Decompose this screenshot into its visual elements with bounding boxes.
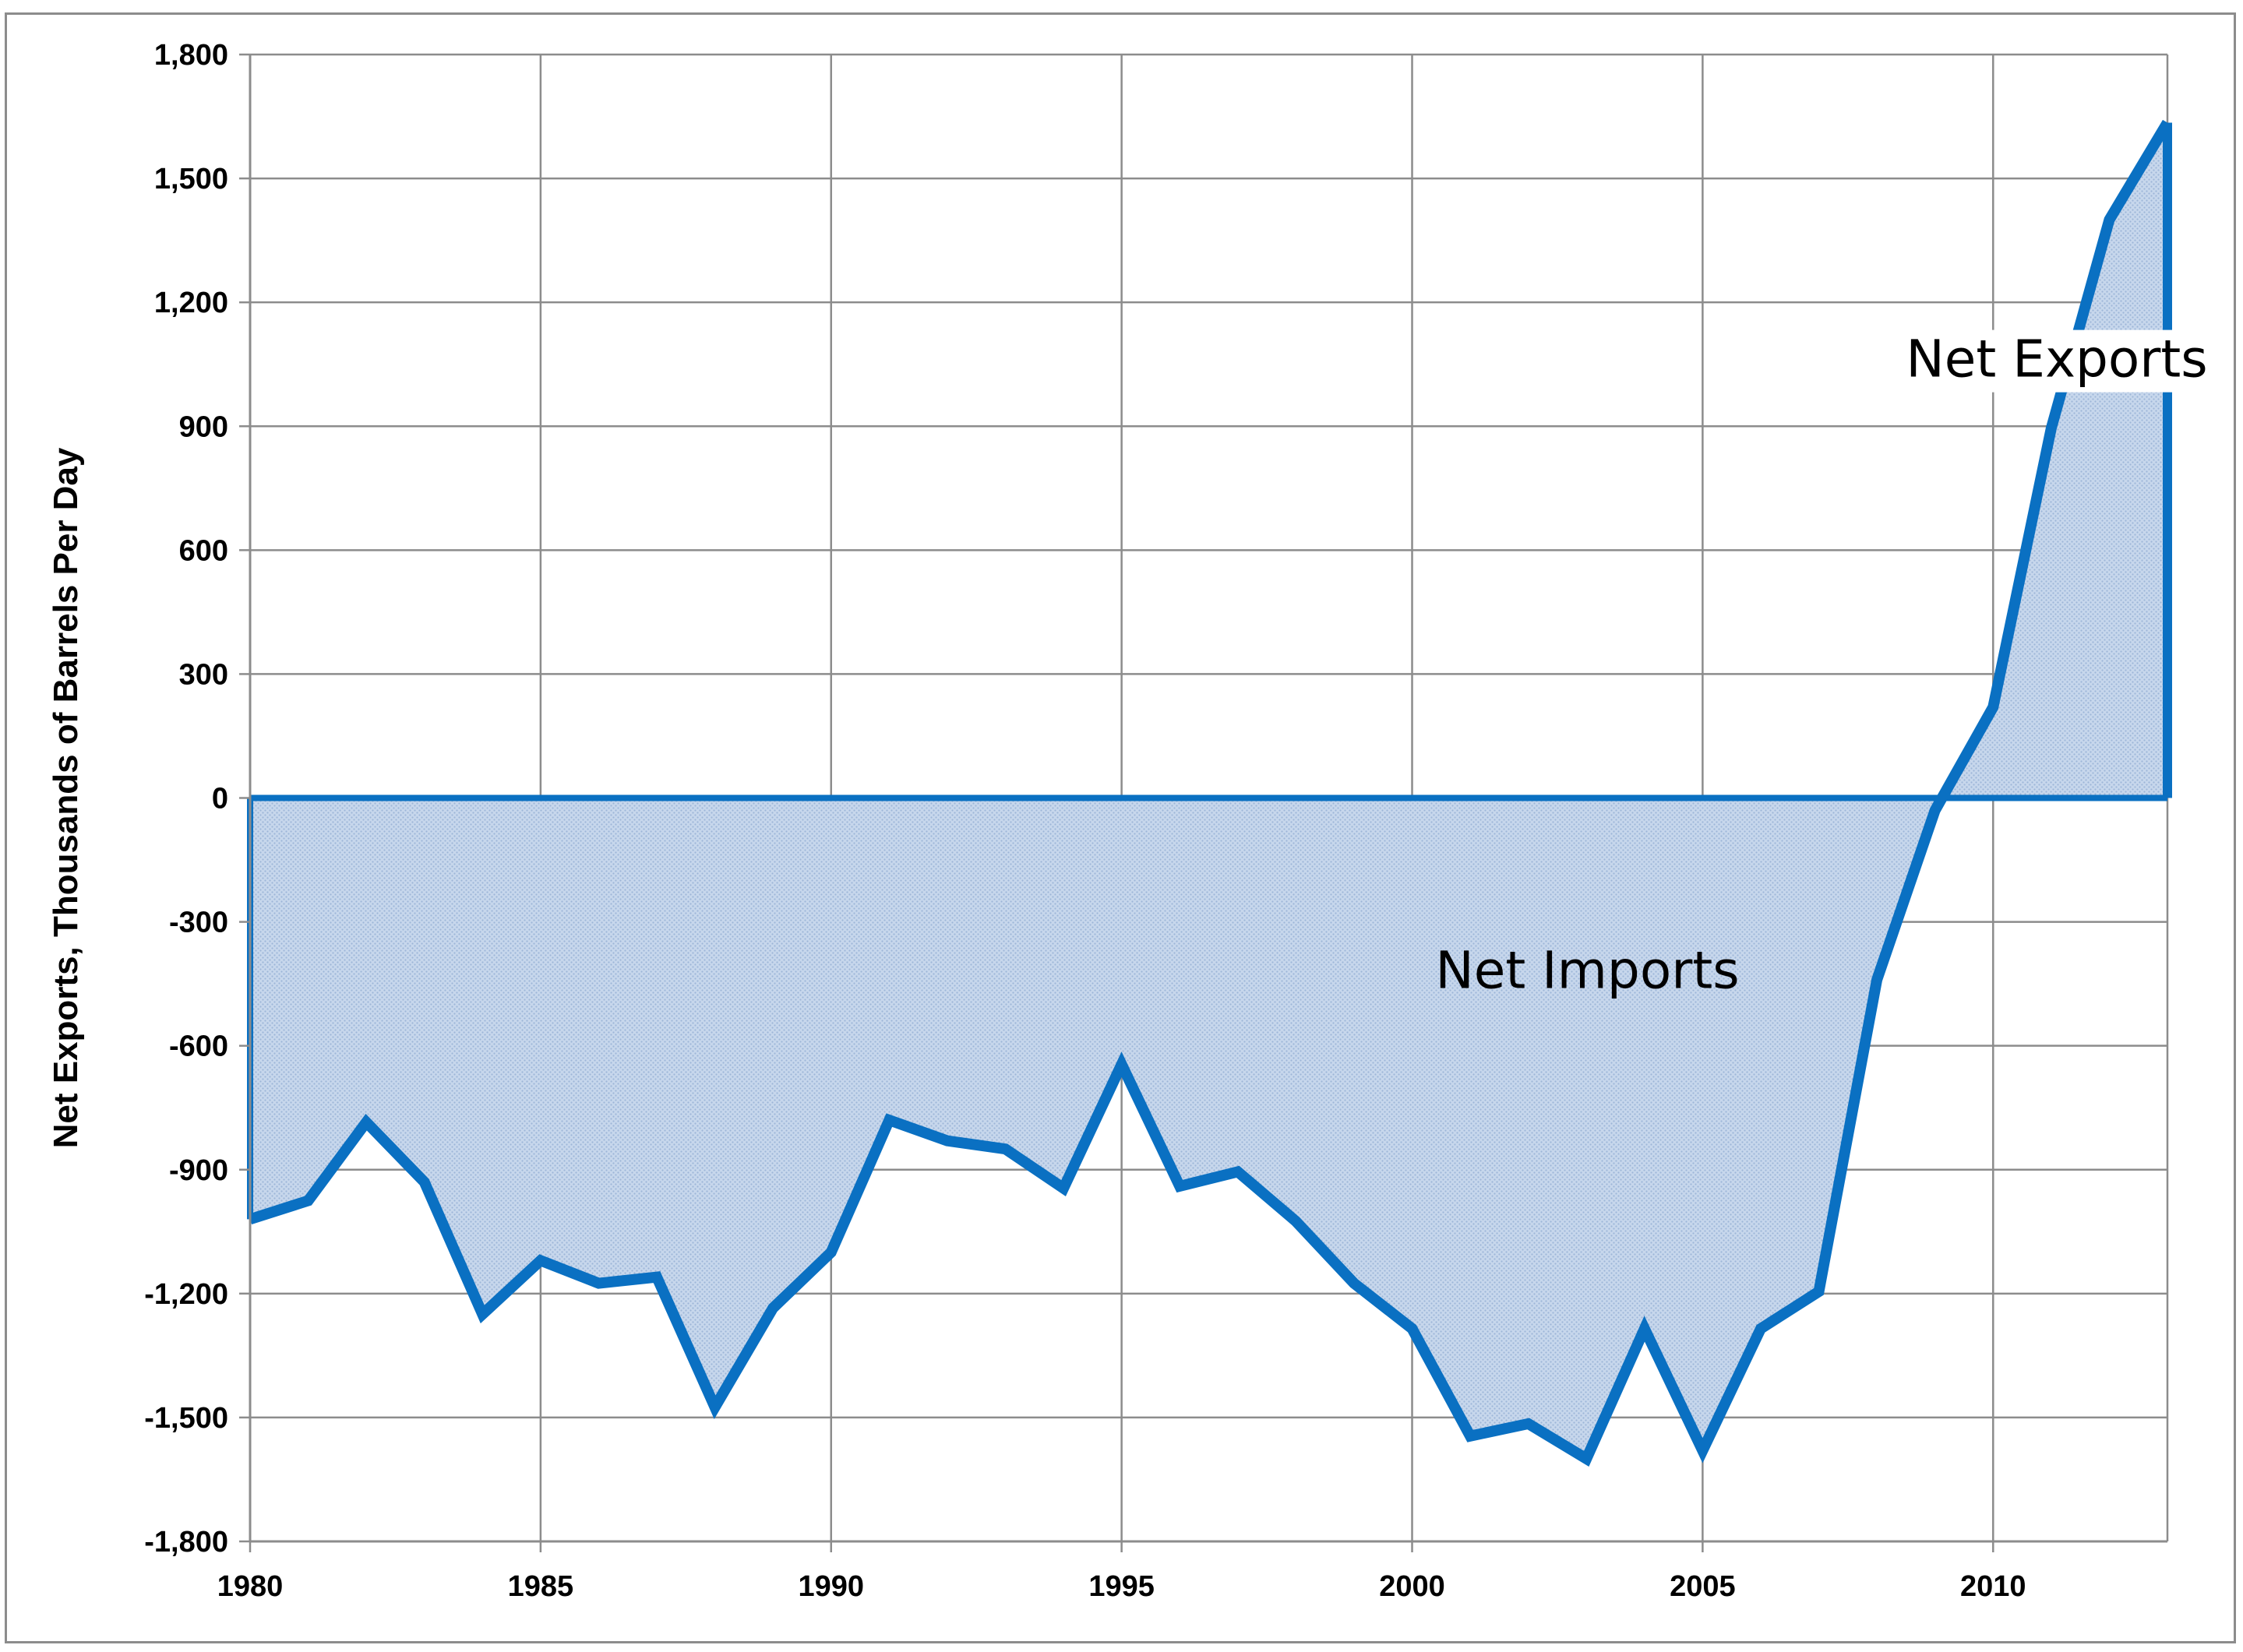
net-imports-label: Net Imports <box>1435 940 1739 1000</box>
net-exports-label: Net Exports <box>1906 329 2207 389</box>
area-fill <box>250 122 2167 1459</box>
y-tick-label: -1,500 <box>144 1402 228 1435</box>
chart-svg: 1,800 1,500 1,200 900 600 300 0 -300 -600 -900 -1,… <box>47 39 2227 1603</box>
chart-frame: 1,800 1,500 1,200 900 600 300 0 -300 -600 -900 -1,… <box>5 12 2236 1643</box>
y-tick-label: 1,800 <box>154 39 228 72</box>
area-layer <box>247 119 2173 1467</box>
axes <box>239 53 2167 1552</box>
tick-labels: 1,800 1,500 1,200 900 600 300 0 -300 -600 -900 -1,… <box>47 39 2026 1603</box>
x-tick-label: 1985 <box>508 1570 574 1603</box>
y-tick-label: -1,200 <box>144 1278 228 1311</box>
annotations: Net Exports Net Imports <box>1435 329 2227 1000</box>
y-tick-label: -300 <box>169 907 228 939</box>
y-tick-label: 1,500 <box>154 163 228 195</box>
x-tick-label: 1990 <box>798 1570 864 1603</box>
y-tick-label: 1,200 <box>154 287 228 319</box>
x-tick-label: 1995 <box>1088 1570 1155 1603</box>
y-tick-label: -900 <box>169 1154 228 1187</box>
x-tick-label: 1980 <box>217 1570 284 1603</box>
x-tick-label: 2005 <box>1670 1570 1736 1603</box>
annotation-bg <box>1901 329 2227 393</box>
x-tick-label: 2010 <box>1960 1570 2026 1603</box>
y-axis-title: Net Exports, Thousands of Barrels Per Da… <box>47 447 85 1148</box>
y-tick-label: 600 <box>179 534 228 567</box>
net-exports-line <box>248 119 2173 1467</box>
y-tick-label: 300 <box>179 658 228 691</box>
y-tick-label: 900 <box>179 410 228 443</box>
x-tick-label: 2000 <box>1379 1570 1445 1603</box>
y-tick-label: -1,800 <box>144 1526 228 1559</box>
y-tick-label: 0 <box>212 783 228 815</box>
y-tick-label: -600 <box>169 1030 228 1063</box>
